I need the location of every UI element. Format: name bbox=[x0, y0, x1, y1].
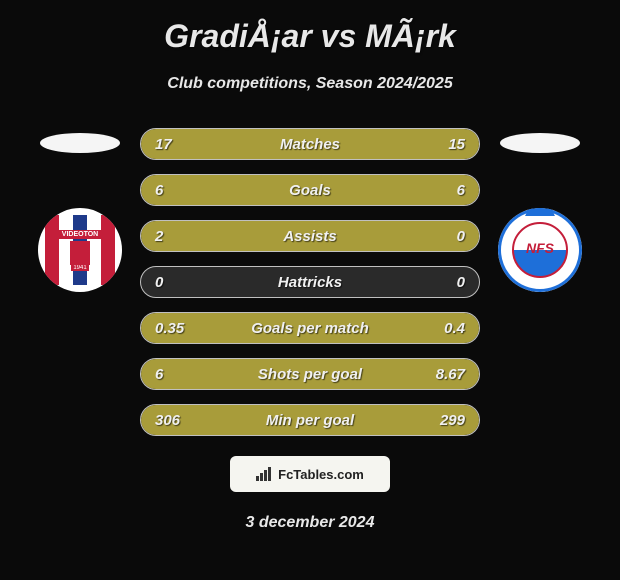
stat-value-right: 0 bbox=[457, 228, 465, 245]
stat-value-left: 2 bbox=[155, 228, 163, 245]
stat-value-right: 15 bbox=[448, 136, 465, 153]
country-flag-left bbox=[40, 133, 120, 153]
stat-bar: 0.35 0.4 Goals per match bbox=[140, 312, 480, 344]
club-badge-right-outer: NFS bbox=[498, 208, 582, 292]
chart-icon bbox=[256, 467, 274, 481]
club-badge-left: VIDEOTON 1941 bbox=[38, 208, 122, 292]
stat-value-right: 6 bbox=[457, 182, 465, 199]
club-badge-left-inner: VIDEOTON 1941 bbox=[45, 215, 115, 285]
crown-icon bbox=[525, 208, 555, 216]
left-player-column: VIDEOTON 1941 bbox=[20, 128, 140, 292]
footer-brand-text: FcTables.com bbox=[278, 467, 364, 482]
stat-label: Assists bbox=[283, 228, 336, 245]
stat-bar: 17 15 Matches bbox=[140, 128, 480, 160]
comparison-card: GradiÅ¡ar vs MÃ¡rk Club competitions, Se… bbox=[0, 0, 620, 580]
page-title: GradiÅ¡ar vs MÃ¡rk bbox=[0, 0, 620, 55]
club-abbrev-right: NFS bbox=[526, 240, 554, 256]
stat-label: Hattricks bbox=[278, 274, 342, 291]
stat-value-left: 17 bbox=[155, 136, 172, 153]
stat-value-right: 0 bbox=[457, 274, 465, 291]
right-player-column: NFS bbox=[480, 128, 600, 292]
stat-value-left: 0.35 bbox=[155, 320, 184, 337]
stat-fill-left bbox=[141, 175, 310, 205]
castle-icon bbox=[70, 241, 90, 265]
club-year-left: 1941 bbox=[71, 265, 88, 271]
stat-value-left: 6 bbox=[155, 182, 163, 199]
footer-brand-badge[interactable]: FcTables.com bbox=[230, 456, 390, 492]
main-area: VIDEOTON 1941 17 15 Matches 6 6 Goals 2 0 Assist… bbox=[0, 128, 620, 436]
stat-bar: 6 6 Goals bbox=[140, 174, 480, 206]
stat-value-left: 0 bbox=[155, 274, 163, 291]
club-abbrev-left: VIDEOTON bbox=[58, 230, 102, 239]
date: 3 december 2024 bbox=[0, 514, 620, 532]
stat-label: Goals per match bbox=[251, 320, 369, 337]
club-badge-right: NFS bbox=[498, 208, 582, 292]
stat-label: Shots per goal bbox=[258, 366, 362, 383]
stat-value-left: 306 bbox=[155, 412, 180, 429]
stat-label: Goals bbox=[289, 182, 331, 199]
subtitle: Club competitions, Season 2024/2025 bbox=[0, 75, 620, 93]
country-flag-right bbox=[500, 133, 580, 153]
stat-bar: 2 0 Assists bbox=[140, 220, 480, 252]
stat-bar: 306 299 Min per goal bbox=[140, 404, 480, 436]
stat-label: Min per goal bbox=[266, 412, 354, 429]
club-badge-right-inner: NFS bbox=[512, 222, 568, 278]
stat-value-right: 8.67 bbox=[436, 366, 465, 383]
stat-value-right: 299 bbox=[440, 412, 465, 429]
stat-fill-right bbox=[310, 175, 479, 205]
stat-value-right: 0.4 bbox=[444, 320, 465, 337]
stats-column: 17 15 Matches 6 6 Goals 2 0 Assists 0 0 Hattricks 0.… bbox=[140, 128, 480, 436]
stat-bar: 6 8.67 Shots per goal bbox=[140, 358, 480, 390]
stat-label: Matches bbox=[280, 136, 340, 153]
stat-value-left: 6 bbox=[155, 366, 163, 383]
stat-bar: 0 0 Hattricks bbox=[140, 266, 480, 298]
